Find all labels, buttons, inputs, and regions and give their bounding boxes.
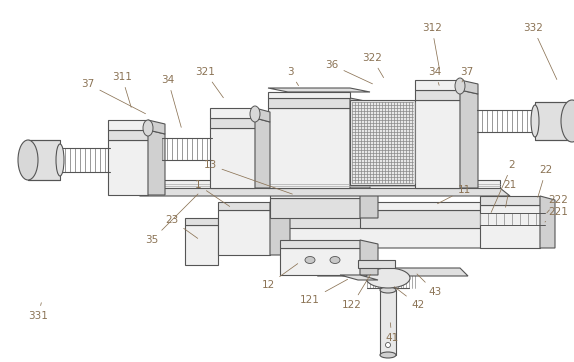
Text: 322: 322 xyxy=(362,53,383,77)
Polygon shape xyxy=(535,102,570,140)
Polygon shape xyxy=(310,268,468,276)
Text: 122: 122 xyxy=(342,274,371,310)
Polygon shape xyxy=(360,240,378,275)
Polygon shape xyxy=(415,80,460,90)
Polygon shape xyxy=(255,108,270,122)
Polygon shape xyxy=(415,100,460,188)
Polygon shape xyxy=(280,240,360,248)
Polygon shape xyxy=(268,108,350,188)
Ellipse shape xyxy=(561,100,574,142)
Text: 221: 221 xyxy=(545,207,568,222)
Polygon shape xyxy=(480,196,540,205)
Text: 23: 23 xyxy=(165,215,197,239)
Polygon shape xyxy=(268,92,350,98)
Text: 222: 222 xyxy=(547,195,568,213)
Polygon shape xyxy=(148,130,165,195)
Text: 35: 35 xyxy=(145,194,198,245)
Polygon shape xyxy=(268,98,350,108)
Polygon shape xyxy=(148,120,165,134)
Text: 1: 1 xyxy=(195,180,230,206)
Polygon shape xyxy=(540,196,555,248)
Ellipse shape xyxy=(56,144,64,176)
Polygon shape xyxy=(350,98,370,188)
Polygon shape xyxy=(270,198,360,218)
Text: 2: 2 xyxy=(491,160,515,212)
Polygon shape xyxy=(310,264,318,276)
Polygon shape xyxy=(350,100,415,185)
Polygon shape xyxy=(185,225,218,265)
Text: 312: 312 xyxy=(422,23,442,69)
Text: 37: 37 xyxy=(460,67,474,82)
Polygon shape xyxy=(130,188,510,196)
Polygon shape xyxy=(480,205,540,248)
Text: 34: 34 xyxy=(161,75,181,127)
Polygon shape xyxy=(460,90,478,188)
Polygon shape xyxy=(360,190,378,218)
Polygon shape xyxy=(415,90,460,100)
Text: 3: 3 xyxy=(286,67,298,86)
Polygon shape xyxy=(108,140,148,195)
Polygon shape xyxy=(220,210,260,248)
Polygon shape xyxy=(220,228,540,248)
Text: 311: 311 xyxy=(112,72,132,108)
Ellipse shape xyxy=(380,352,396,358)
Polygon shape xyxy=(380,290,396,355)
Polygon shape xyxy=(360,210,480,228)
Text: 321: 321 xyxy=(195,67,223,98)
Ellipse shape xyxy=(386,342,390,348)
Polygon shape xyxy=(130,180,500,188)
Polygon shape xyxy=(270,190,360,198)
Ellipse shape xyxy=(455,78,465,94)
Ellipse shape xyxy=(531,105,539,137)
Polygon shape xyxy=(460,80,478,94)
Ellipse shape xyxy=(380,287,396,293)
Polygon shape xyxy=(108,130,148,140)
Text: 332: 332 xyxy=(523,23,557,80)
Polygon shape xyxy=(218,202,270,210)
Text: 43: 43 xyxy=(417,274,441,297)
Text: 13: 13 xyxy=(203,160,292,194)
Polygon shape xyxy=(280,248,360,275)
Text: 12: 12 xyxy=(261,264,298,290)
Text: 34: 34 xyxy=(428,67,441,85)
Polygon shape xyxy=(358,260,395,268)
Polygon shape xyxy=(210,128,255,188)
Polygon shape xyxy=(218,210,270,255)
Ellipse shape xyxy=(250,106,260,122)
Polygon shape xyxy=(220,210,520,228)
Polygon shape xyxy=(28,140,60,180)
Polygon shape xyxy=(270,202,290,255)
Text: 36: 36 xyxy=(325,60,373,84)
Text: 42: 42 xyxy=(394,287,425,310)
Polygon shape xyxy=(360,202,480,210)
Ellipse shape xyxy=(366,268,410,288)
Ellipse shape xyxy=(305,257,315,264)
Polygon shape xyxy=(340,275,378,280)
Polygon shape xyxy=(210,118,255,128)
Text: 21: 21 xyxy=(503,180,517,207)
Polygon shape xyxy=(210,108,255,118)
Text: 11: 11 xyxy=(437,185,471,204)
Polygon shape xyxy=(108,120,148,130)
Ellipse shape xyxy=(18,140,38,180)
Text: 121: 121 xyxy=(300,279,348,305)
Text: 331: 331 xyxy=(28,303,48,321)
Text: 41: 41 xyxy=(385,323,398,343)
Polygon shape xyxy=(268,88,370,92)
Polygon shape xyxy=(255,118,270,188)
Text: 22: 22 xyxy=(538,165,553,197)
Ellipse shape xyxy=(330,257,340,264)
Text: 37: 37 xyxy=(82,79,146,114)
Ellipse shape xyxy=(143,120,153,136)
Polygon shape xyxy=(185,218,218,225)
